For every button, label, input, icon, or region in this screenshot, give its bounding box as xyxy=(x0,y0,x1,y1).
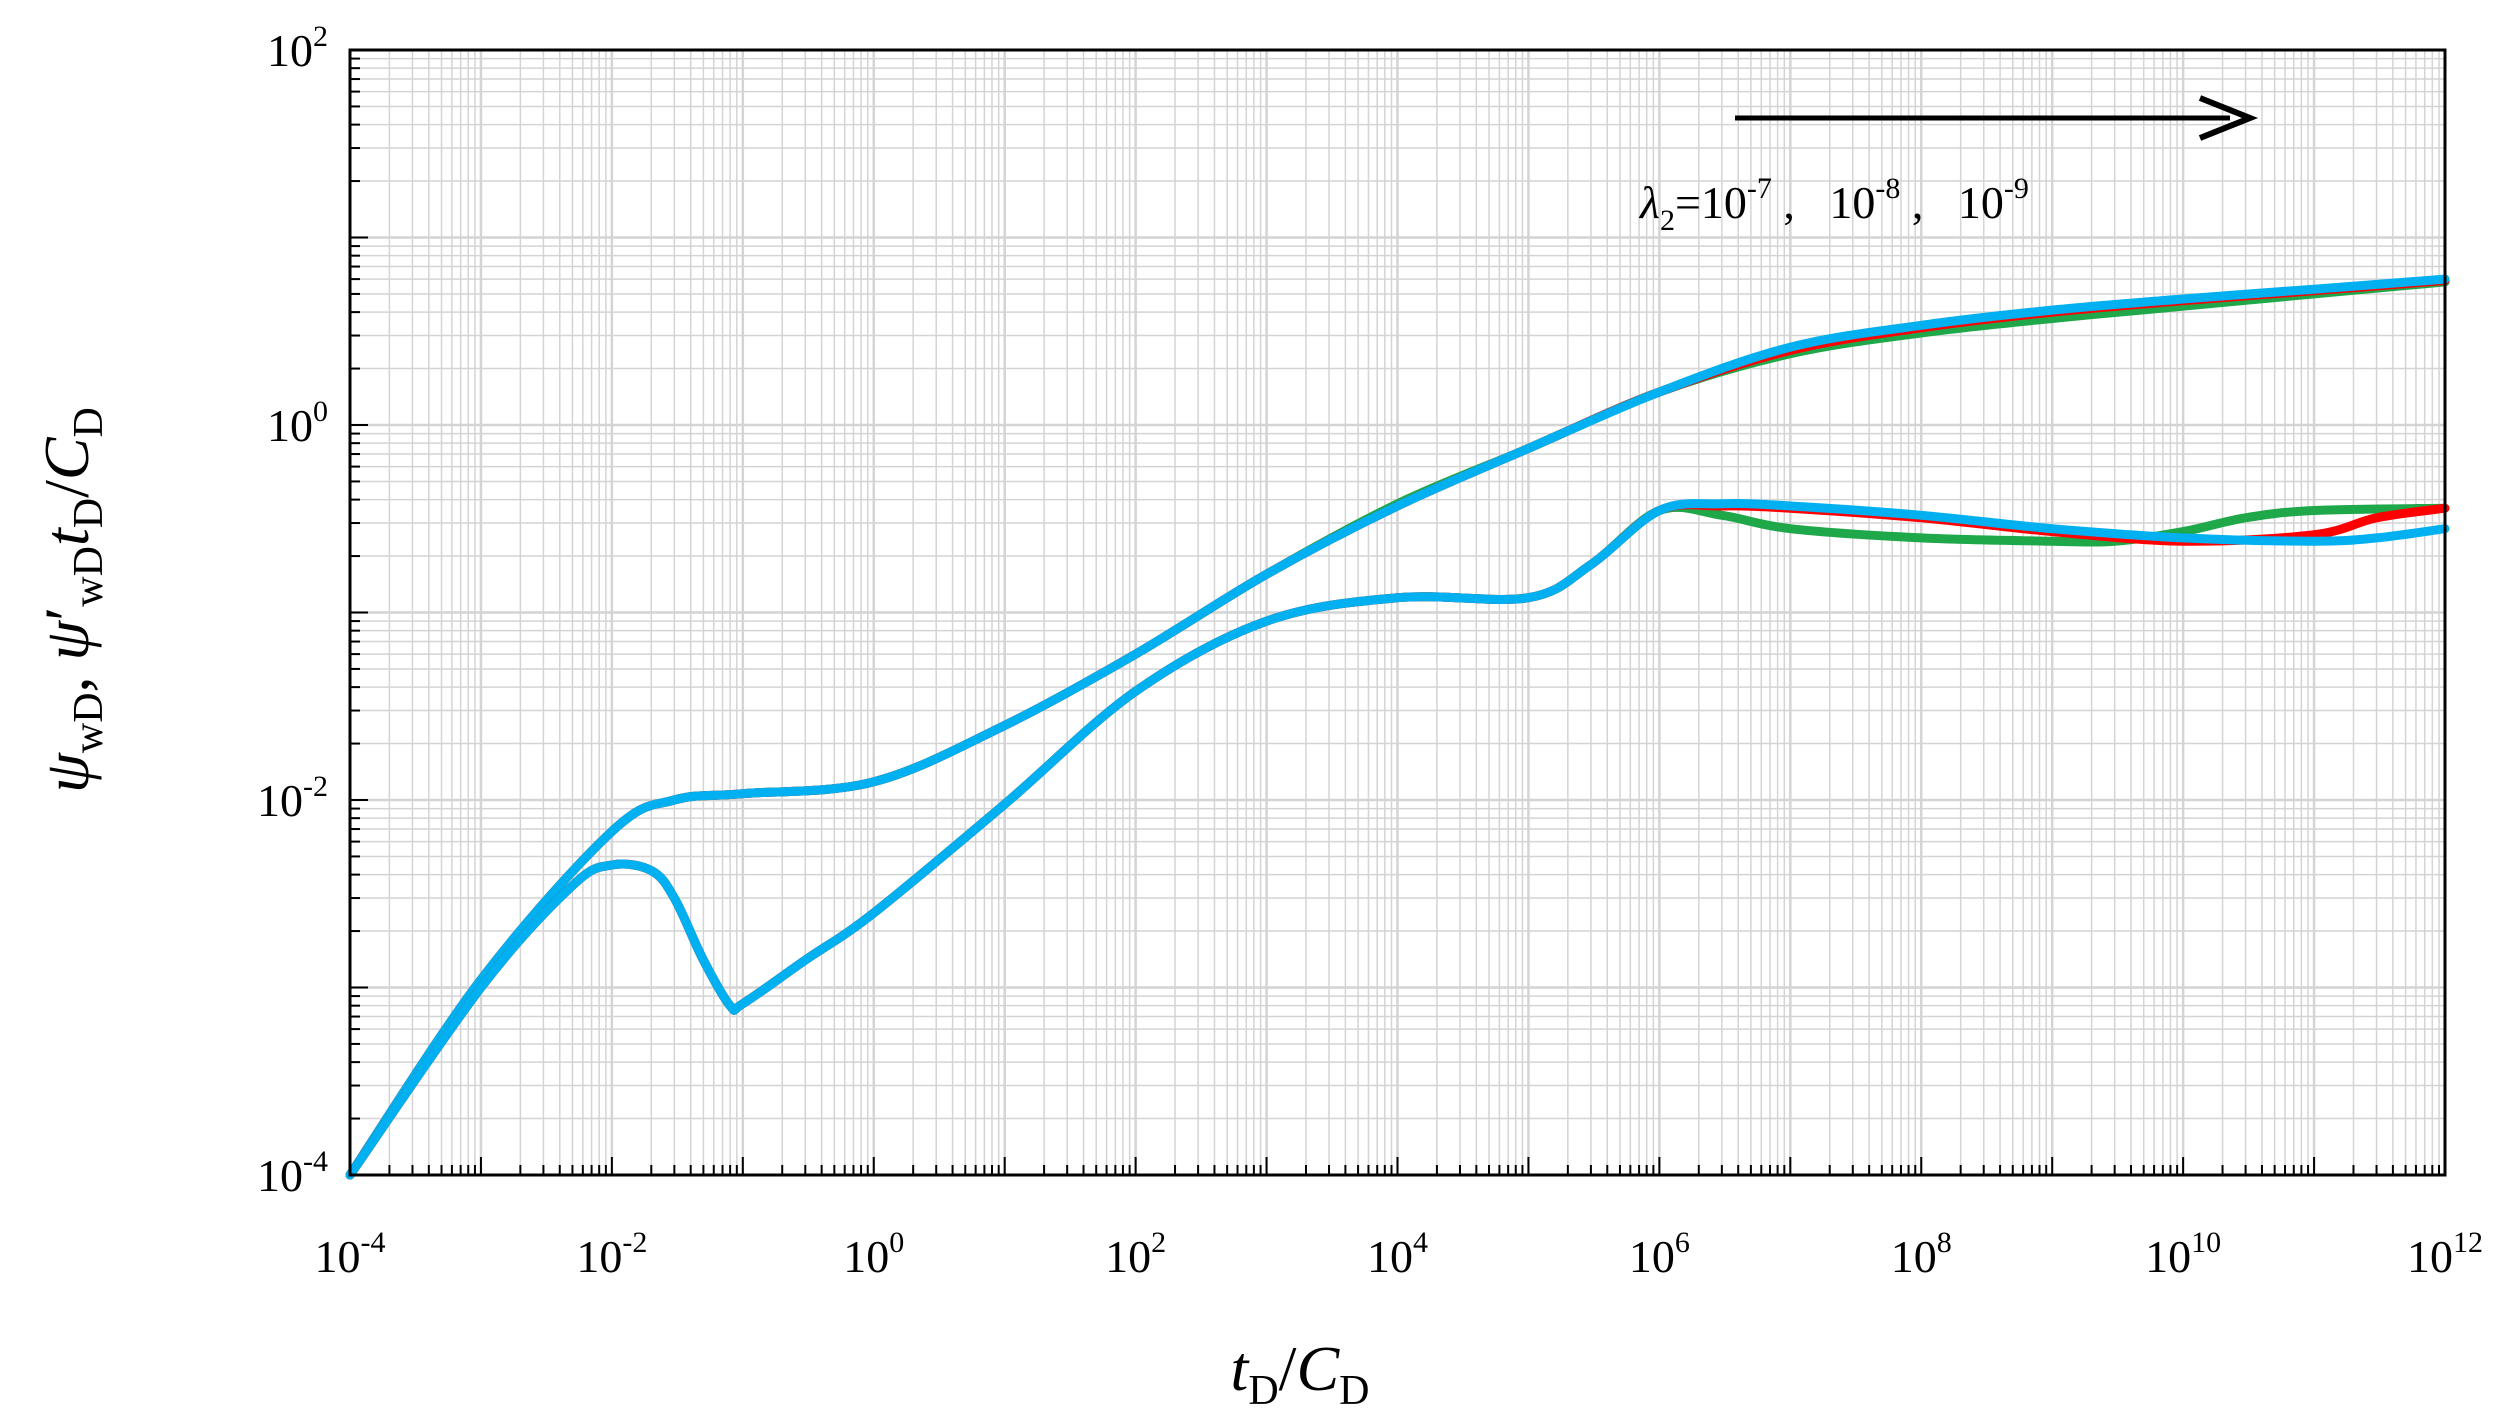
x-tick-label: 1012 xyxy=(2407,1226,2483,1282)
series-line-6 xyxy=(345,499,2450,1180)
y-tick-label: 100 xyxy=(267,395,328,451)
lambda-arrow xyxy=(1735,95,2259,141)
x-tick-label: 108 xyxy=(1891,1226,1952,1282)
lambda-sep-1: , 10 xyxy=(1772,177,1876,228)
lambda-symbol: λ xyxy=(1638,177,1660,228)
lambda-subscript: 2 xyxy=(1660,204,1675,237)
x-tick-label: 10-4 xyxy=(315,1226,386,1282)
series-line-3 xyxy=(345,274,2450,1180)
lambda-sep-2: , 10 xyxy=(1900,177,2004,228)
x-tick-label: 102 xyxy=(1105,1226,1166,1282)
x-tick-labels: 10-4 10-2 100 102 104 106 108 1010 1012 xyxy=(315,1226,2484,1282)
x-tick-label: 10-2 xyxy=(576,1226,647,1282)
x-tick-label: 1010 xyxy=(2145,1226,2221,1282)
x-tick-label: 100 xyxy=(843,1226,904,1282)
lambda-annotation: λ2=10-7 , 10-8 , 10-9 xyxy=(1638,172,2029,237)
lambda-exp-1: -7 xyxy=(1747,172,1772,205)
lambda-exp-3: -9 xyxy=(2004,172,2029,205)
x-tick-label: 106 xyxy=(1629,1226,1690,1282)
x-tick-label: 104 xyxy=(1367,1226,1428,1282)
y-axis-title: ψwD, ψ′wDtD/CD xyxy=(31,407,112,793)
lambda-exp-2: -8 xyxy=(1875,172,1900,205)
y-tick-label: 102 xyxy=(267,20,328,76)
lambda-arrow-head xyxy=(2198,95,2259,141)
y-tick-label: 10-2 xyxy=(257,770,328,826)
y-tick-label: 10-4 xyxy=(257,1145,328,1201)
axis-ticks xyxy=(349,57,2441,1176)
lambda-eq: =10 xyxy=(1675,177,1747,228)
y-tick-labels: 10-4 10-2 100 102 xyxy=(257,20,328,1201)
x-axis-title: tD/CD xyxy=(1231,1333,1370,1413)
series-layer xyxy=(345,274,2450,1180)
